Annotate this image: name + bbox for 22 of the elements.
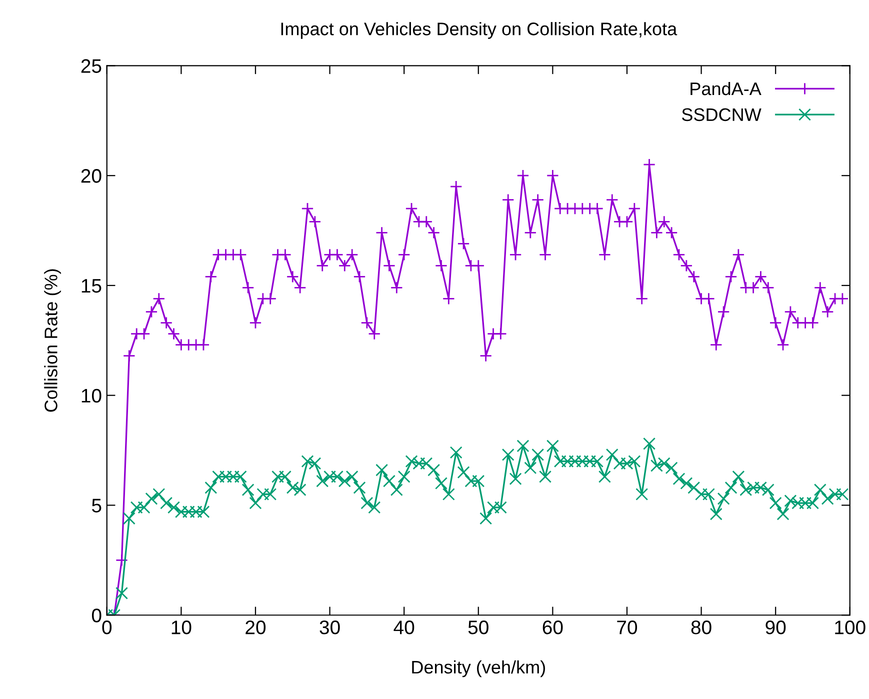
x-tick-label: 90	[766, 620, 786, 634]
legend-label: PandA-A	[690, 82, 762, 96]
chart-title: Impact on Vehicles Density on Collision Rate,kota	[281, 22, 678, 39]
x-tick-label: 0	[102, 620, 112, 634]
x-tick-label: 100	[835, 620, 866, 634]
y-tick-label: 20	[81, 169, 102, 183]
y-tick-label: 15	[82, 279, 102, 293]
x-tick-label: 40	[394, 620, 414, 634]
x-tick-label: 30	[320, 620, 340, 634]
y-tick-label: 10	[82, 388, 102, 403]
x-tick-label: 50	[468, 620, 488, 634]
y-tick-label: 25	[81, 59, 102, 73]
y-tick-label: 0	[92, 608, 102, 622]
x-axis-title: Density (veh/km)	[412, 660, 545, 678]
x-tick-label: 10	[172, 620, 192, 634]
x-tick-label: 70	[617, 620, 638, 634]
x-tick-label: 80	[691, 620, 712, 634]
x-tick-label: 20	[246, 620, 266, 634]
y-tick-label: 5	[92, 498, 102, 512]
legend-label: SSDCNW	[682, 108, 762, 122]
y-axis-title: Collision Rate (%)	[44, 269, 61, 412]
x-tick-label: 60	[542, 620, 563, 634]
